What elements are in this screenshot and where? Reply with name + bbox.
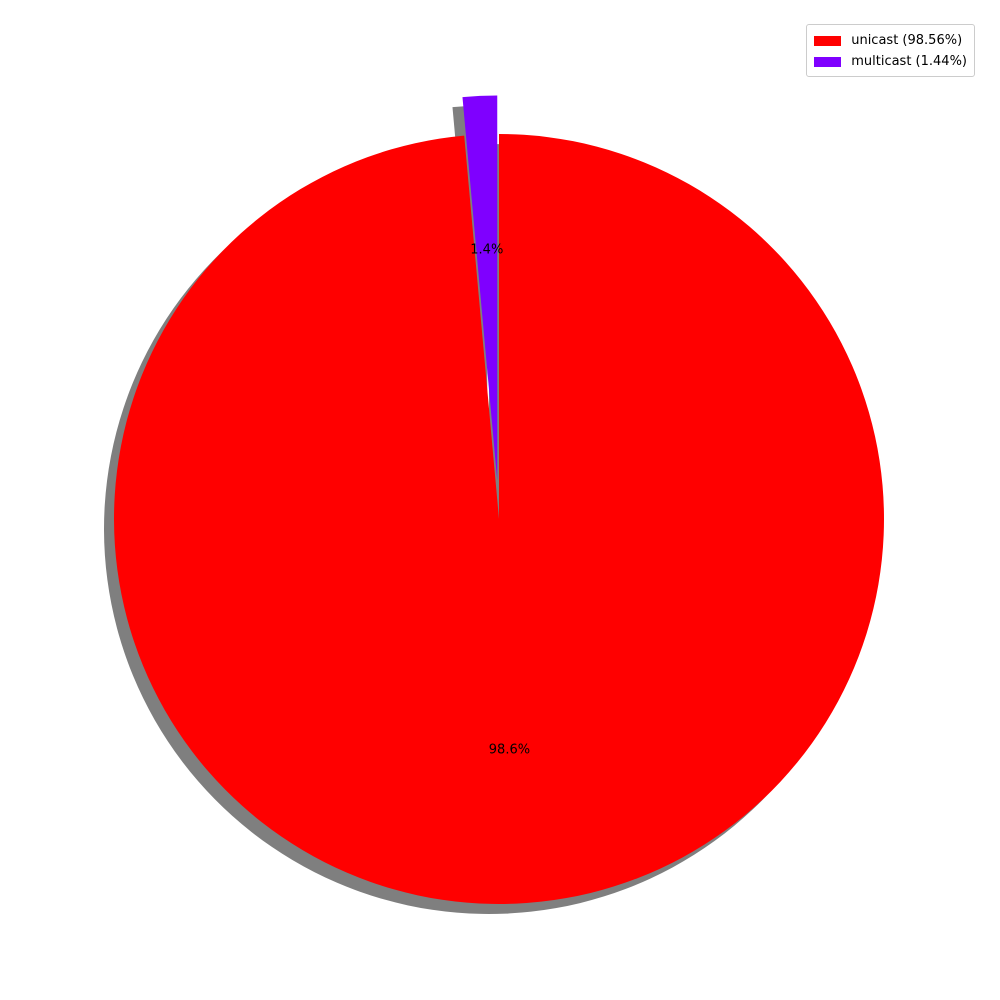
legend-item-multicast: multicast (1.44%) — [814, 51, 967, 72]
pie-slice-multicast — [462, 95, 498, 481]
legend-swatch-unicast — [814, 35, 842, 46]
legend-swatch-multicast — [814, 56, 842, 67]
pie-slice-unicast — [114, 134, 885, 905]
pie-label-layer: 98.6% 1.4% — [470, 242, 530, 757]
legend-label-multicast: multicast (1.44%) — [851, 54, 967, 69]
pie-pct-label-unicast: 98.6% — [489, 742, 530, 757]
pie-slice-layer — [114, 95, 885, 905]
legend-label-unicast: unicast (98.56%) — [851, 33, 963, 48]
pie-pct-label-multicast: 1.4% — [470, 242, 503, 257]
legend: unicast (98.56%) multicast (1.44%) — [806, 24, 975, 77]
legend-item-unicast: unicast (98.56%) — [814, 30, 967, 51]
